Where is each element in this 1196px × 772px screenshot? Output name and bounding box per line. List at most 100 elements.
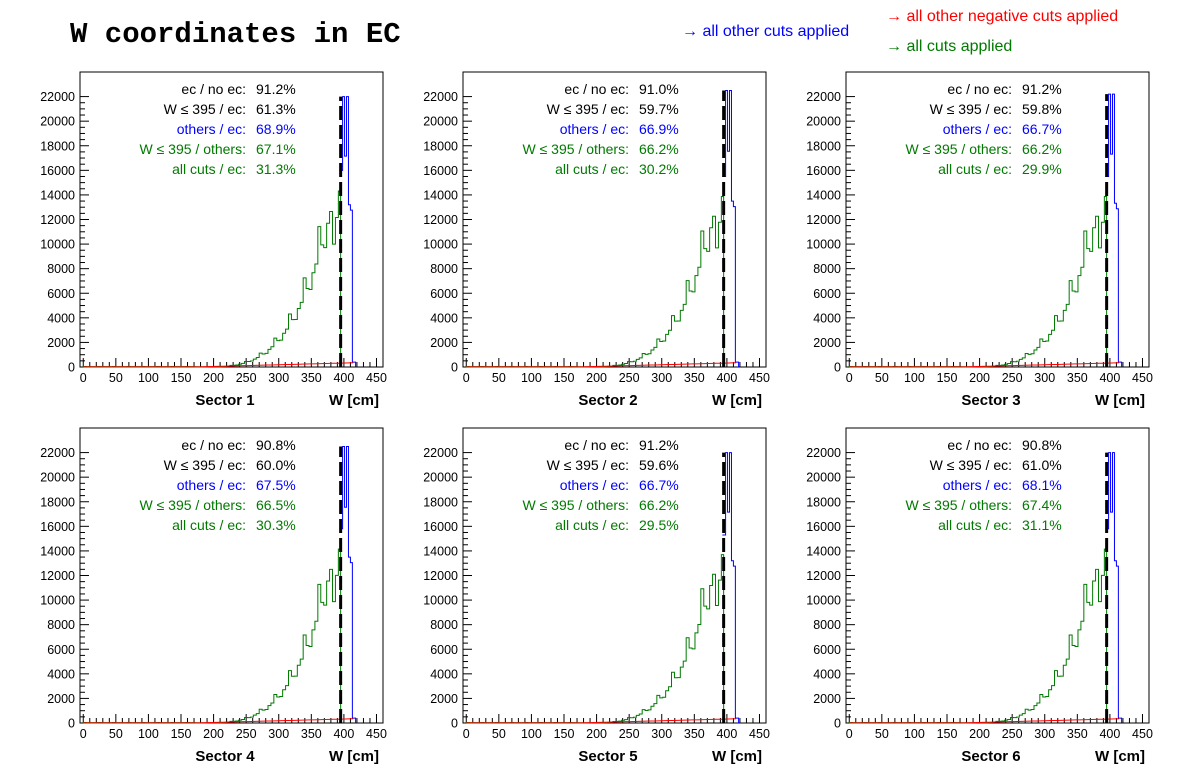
y-tick-label: 12000 — [40, 569, 75, 583]
stat-label: W ≤ 395 / ec: — [164, 457, 246, 473]
x-tick-label: 150 — [171, 727, 192, 741]
y-tick-label: 18000 — [423, 139, 458, 153]
stat-label: W ≤ 395 / others: — [905, 497, 1012, 513]
stat-value: 66.5% — [256, 497, 296, 513]
y-tick-label: 6000 — [813, 287, 841, 301]
sector-1-plot: 0200040006000800010000120001400016000180… — [40, 71, 387, 409]
y-tick-label: 0 — [451, 361, 458, 375]
x-tick-label: 400 — [1099, 727, 1120, 741]
x-tick-label: 0 — [463, 371, 470, 385]
x-tick-label: 150 — [554, 727, 575, 741]
y-tick-label: 18000 — [40, 139, 75, 153]
y-tick-label: 18000 — [423, 495, 458, 509]
legend-all-other-negative-cuts: → all other negative cuts applied — [886, 8, 1119, 25]
x-tick-label: 200 — [969, 371, 990, 385]
x-tick-label: 400 — [716, 371, 737, 385]
x-tick-label: 400 — [333, 371, 354, 385]
sector-2-plot: 0200040006000800010000120001400016000180… — [423, 71, 770, 409]
stat-value: 29.9% — [1022, 161, 1062, 177]
x-tick-label: 150 — [937, 727, 958, 741]
x-axis-label: W [cm] — [1095, 392, 1145, 409]
x-tick-label: 450 — [749, 727, 770, 741]
x-tick-label: 100 — [521, 727, 542, 741]
stat-value: 66.7% — [1022, 121, 1062, 137]
y-tick-label: 16000 — [40, 520, 75, 534]
y-tick-label: 10000 — [40, 238, 75, 252]
x-tick-label: 50 — [109, 371, 123, 385]
blue-histogram — [339, 445, 357, 723]
stat-value: 90.8% — [256, 437, 296, 453]
x-tick-label: 200 — [203, 727, 224, 741]
x-tick-label: 450 — [1132, 727, 1153, 741]
stat-label: W ≤ 395 / ec: — [930, 101, 1012, 117]
y-tick-label: 20000 — [423, 471, 458, 485]
stat-value: 68.1% — [1022, 477, 1062, 493]
x-tick-label: 100 — [521, 371, 542, 385]
x-tick-label: 50 — [492, 371, 506, 385]
y-tick-label: 20000 — [423, 115, 458, 129]
x-tick-label: 0 — [80, 371, 87, 385]
y-tick-label: 6000 — [813, 643, 841, 657]
stat-label: ec / no ec: — [564, 437, 629, 453]
sector-4-plot: 0200040006000800010000120001400016000180… — [40, 427, 387, 765]
y-tick-label: 0 — [68, 717, 75, 731]
stat-value: 66.9% — [639, 121, 679, 137]
red-histogram — [849, 718, 1120, 724]
stat-value: 67.5% — [256, 477, 296, 493]
x-tick-label: 300 — [1034, 371, 1055, 385]
y-tick-label: 4000 — [47, 311, 75, 325]
x-tick-label: 200 — [586, 371, 607, 385]
y-tick-label: 8000 — [47, 262, 75, 276]
x-tick-label: 450 — [1132, 371, 1153, 385]
page-title: W coordinates in EC — [70, 18, 401, 51]
x-tick-label: 350 — [684, 371, 705, 385]
stat-label: W ≤ 395 / others: — [139, 141, 246, 157]
stat-label: ec / no ec: — [947, 437, 1012, 453]
x-tick-label: 0 — [846, 727, 853, 741]
y-tick-label: 8000 — [430, 262, 458, 276]
green-histogram — [465, 195, 725, 368]
green-histogram — [465, 554, 725, 724]
x-tick-label: 150 — [554, 371, 575, 385]
stat-label: others / ec: — [943, 121, 1012, 137]
stat-label: W ≤ 395 / ec: — [547, 457, 629, 473]
x-axis-label: W [cm] — [1095, 748, 1145, 765]
y-tick-label: 14000 — [806, 188, 841, 202]
y-tick-label: 22000 — [40, 446, 75, 460]
y-tick-label: 16000 — [40, 164, 75, 178]
stat-value: 61.0% — [1022, 457, 1062, 473]
sector-6-plot: 0200040006000800010000120001400016000180… — [806, 427, 1153, 765]
y-tick-label: 22000 — [423, 446, 458, 460]
y-tick-label: 12000 — [806, 569, 841, 583]
x-tick-label: 200 — [586, 727, 607, 741]
x-tick-label: 250 — [1002, 371, 1023, 385]
x-tick-label: 300 — [1034, 727, 1055, 741]
stat-value: 60.0% — [256, 457, 296, 473]
stat-value: 31.1% — [1022, 517, 1062, 533]
stat-label: others / ec: — [177, 121, 246, 137]
x-tick-label: 100 — [138, 371, 159, 385]
stat-label: all cuts / ec: — [172, 161, 246, 177]
y-tick-label: 16000 — [806, 520, 841, 534]
green-histogram — [848, 195, 1108, 368]
y-tick-label: 12000 — [423, 569, 458, 583]
sector-label: Sector 5 — [578, 748, 637, 765]
y-tick-label: 2000 — [430, 336, 458, 350]
stat-value: 31.3% — [256, 161, 296, 177]
stat-label: ec / no ec: — [181, 437, 246, 453]
y-tick-label: 20000 — [806, 115, 841, 129]
y-tick-label: 12000 — [423, 213, 458, 227]
blue-histogram — [722, 89, 740, 367]
stat-label: W ≤ 395 / ec: — [930, 457, 1012, 473]
x-tick-label: 350 — [1067, 727, 1088, 741]
y-tick-label: 8000 — [813, 618, 841, 632]
stat-label: W ≤ 395 / others: — [139, 497, 246, 513]
y-tick-label: 0 — [451, 717, 458, 731]
x-tick-label: 50 — [875, 727, 889, 741]
y-tick-label: 4000 — [813, 311, 841, 325]
x-tick-label: 450 — [366, 727, 387, 741]
stat-label: ec / no ec: — [947, 81, 1012, 97]
x-axis-label: W [cm] — [712, 392, 762, 409]
y-tick-label: 14000 — [40, 544, 75, 558]
